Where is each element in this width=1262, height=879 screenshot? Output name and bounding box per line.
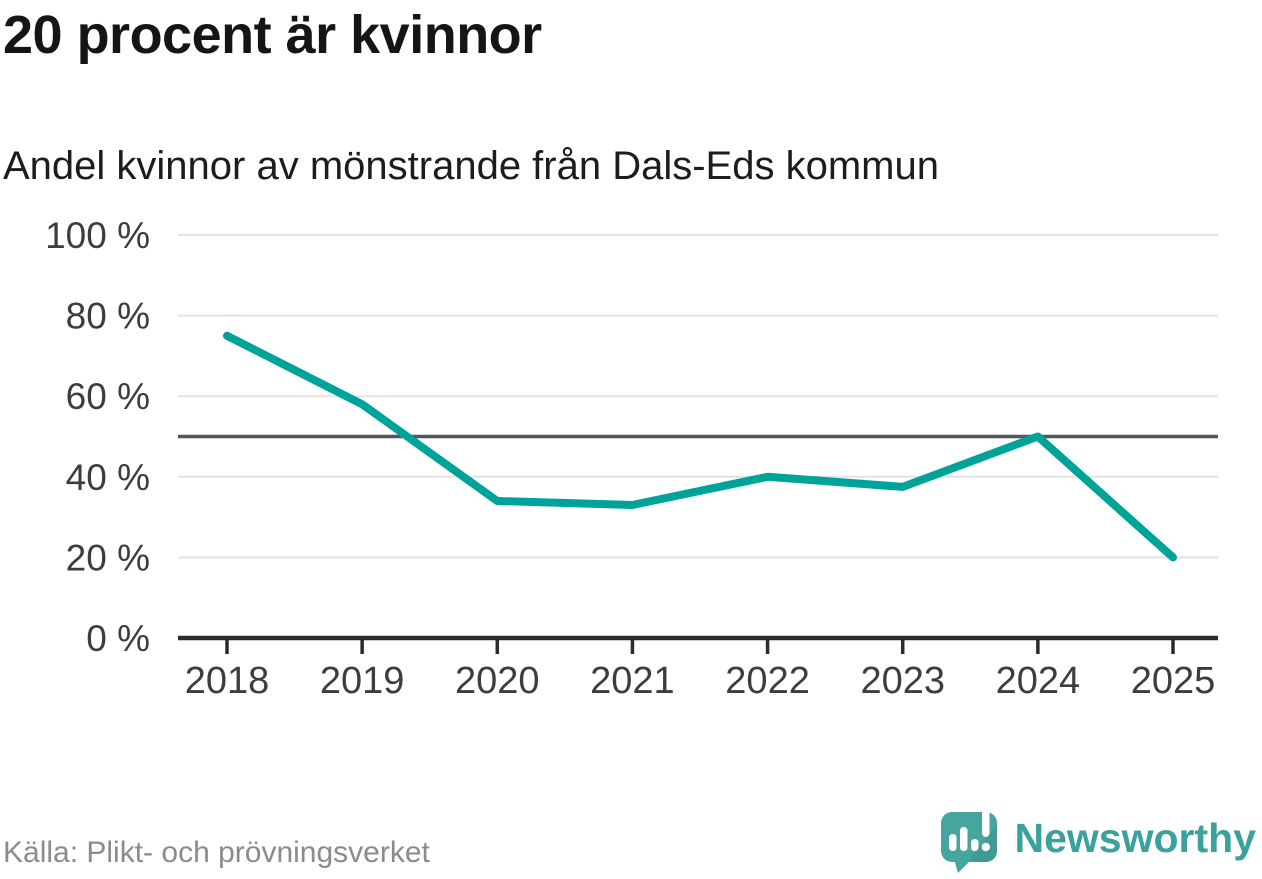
data-line-series: [223, 331, 1177, 562]
source-attribution: Källa: Plikt- och prövningsverket: [3, 836, 430, 869]
x-tick-label-2025: 2025: [1131, 660, 1216, 702]
y-tick-label-20: 20 %: [66, 537, 150, 578]
y-tick-label-100: 100 %: [45, 215, 150, 256]
y-tick-label-60: 60 %: [66, 376, 150, 417]
x-tick-label-2018: 2018: [185, 660, 270, 702]
x-tick-label-2020: 2020: [455, 660, 540, 702]
x-tick-label-2021: 2021: [590, 660, 675, 702]
x-tick-label-2019: 2019: [320, 660, 405, 702]
newsworthy-brand-name: Newsworthy: [1014, 814, 1257, 861]
y-tick-label-0: 0 %: [86, 618, 150, 659]
newsworthy-logo-icon: [940, 805, 997, 873]
x-tick-label-2023: 2023: [860, 660, 945, 702]
x-tick-label-2022: 2022: [725, 660, 810, 702]
y-tick-label-80: 80 %: [66, 296, 150, 337]
newsworthy-brand: Newsworthy: [939, 800, 1257, 876]
y-tick-label-40: 40 %: [66, 457, 150, 498]
x-tick-label-2024: 2024: [996, 660, 1081, 702]
chart-subtitle: Andel kvinnor av mönstrande från Dals-Ed…: [3, 144, 939, 188]
chart-title: 20 procent är kvinnor: [3, 5, 542, 65]
